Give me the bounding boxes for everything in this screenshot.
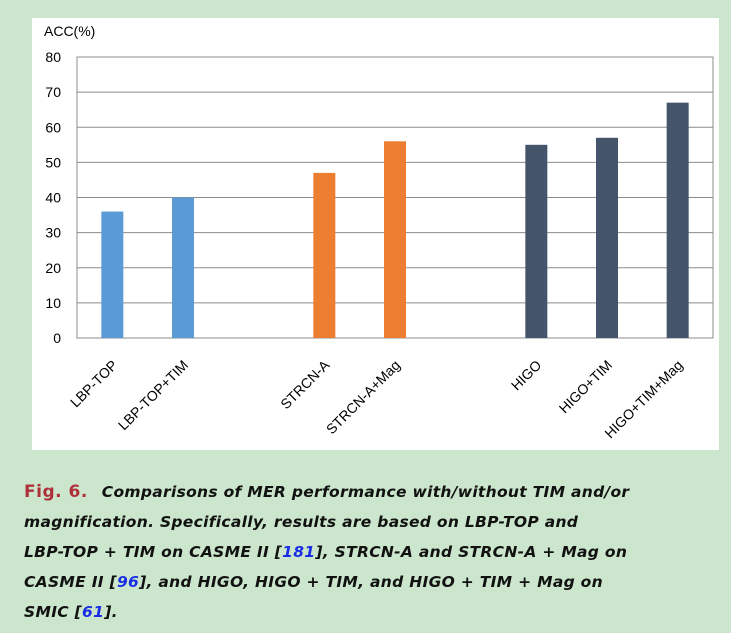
reference-link[interactable]: 181 <box>282 543 315 561</box>
caption-text: CASME II [ <box>24 573 118 591</box>
caption-text: LBP-TOP + TIM on CASME II [ <box>24 543 283 561</box>
caption-line: LBP-TOP + TIM on CASME II [181], STRCN-A… <box>24 543 627 561</box>
y-tick-label: 0 <box>53 330 61 346</box>
caption-line: CASME II [96], and HIGO, HIGO + TIM, and… <box>24 573 603 591</box>
reference-link[interactable]: 61 <box>82 603 104 621</box>
caption-text: ]. <box>103 603 118 621</box>
caption: Fig. 6. Comparisons of MER performance wi… <box>24 482 630 621</box>
y-tick-label: 60 <box>45 119 61 135</box>
bar <box>596 137 618 338</box>
chart: ACC(%) 01020304050607080LBP-TOPLBP-TOP+T… <box>44 23 714 441</box>
caption-text: ], and HIGO, HIGO + TIM, and HIGO + TIM … <box>138 573 603 591</box>
reference-link[interactable]: 96 <box>117 573 139 591</box>
bar <box>525 144 548 338</box>
bar <box>101 211 124 338</box>
caption-text: Comparisons of MER performance with/with… <box>102 483 631 501</box>
y-axis-label: ACC(%) <box>44 23 95 39</box>
y-tick-label: 70 <box>45 84 61 100</box>
caption-text: ], STRCN-A and STRCN-A + Mag on <box>314 543 627 561</box>
bar <box>666 102 689 338</box>
caption-line: magnification. Specifically, results are… <box>24 513 579 531</box>
y-tick-label: 40 <box>45 190 61 206</box>
bar <box>313 172 336 338</box>
caption-text: magnification. Specifically, results are… <box>24 513 579 531</box>
y-tick-label: 80 <box>45 49 61 65</box>
y-tick-label: 10 <box>45 295 61 311</box>
bar <box>384 141 406 338</box>
y-tick-label: 20 <box>45 260 61 276</box>
y-tick-label: 30 <box>45 225 61 241</box>
caption-text: SMIC [ <box>24 603 83 621</box>
figure-label: Fig. 6. <box>24 482 88 502</box>
caption-line: Fig. 6. Comparisons of MER performance wi… <box>24 482 630 502</box>
caption-line: SMIC [61]. <box>24 603 118 621</box>
bar <box>172 197 194 338</box>
y-tick-label: 50 <box>45 154 61 170</box>
